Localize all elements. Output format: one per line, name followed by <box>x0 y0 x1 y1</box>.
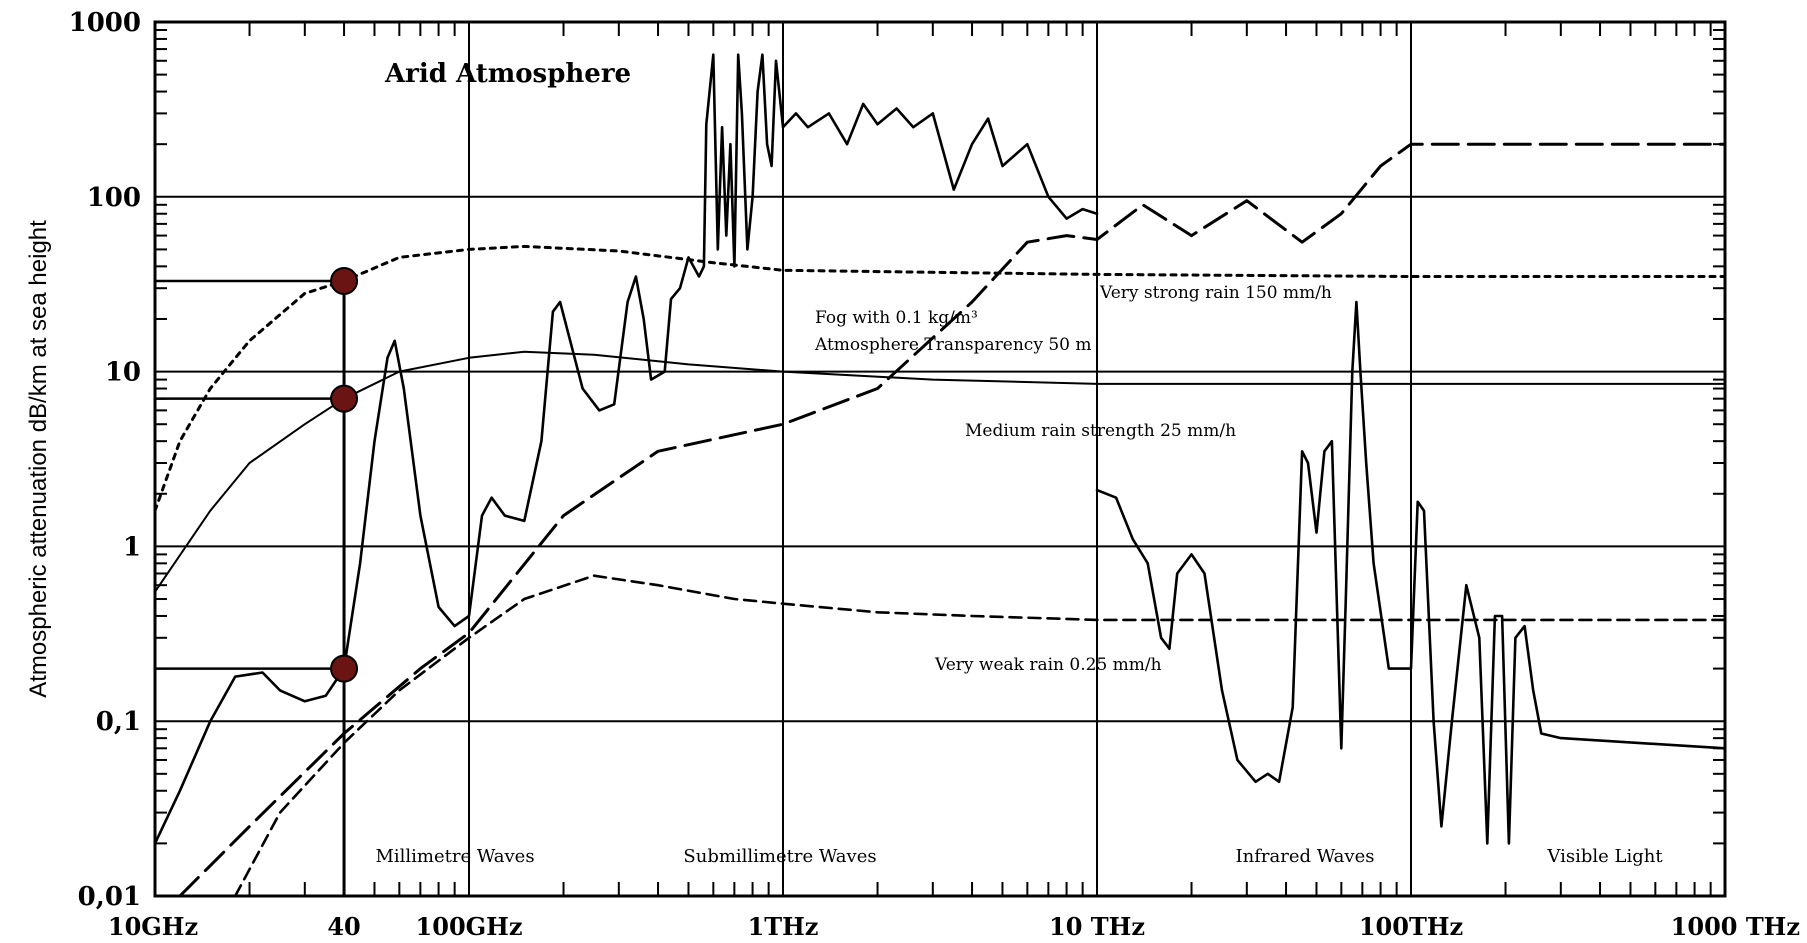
region-label: Visible Light <box>1546 846 1663 867</box>
annotation-label: Very weak rain 0.25 mm/h <box>934 655 1162 675</box>
region-label: Infrared Waves <box>1236 846 1375 867</box>
series-line <box>1095 300 1727 845</box>
y-tick-label: 100 <box>87 183 141 213</box>
series-line <box>178 142 1727 898</box>
x-tick-label: 40 <box>327 912 360 941</box>
series-line <box>153 53 1099 845</box>
annotation-label: Very strong rain 150 mm/h <box>1099 283 1332 303</box>
annotation-label: Medium rain strength 25 mm/h <box>965 421 1236 441</box>
annotation-label: Atmosphere Transparency 50 m <box>814 335 1091 355</box>
x-tick-label: 100GHz <box>416 912 523 941</box>
series-line <box>233 574 1727 898</box>
annotation-label: Fog with 0.1 kg/m³ <box>815 308 978 328</box>
y-tick-label: 1000 <box>69 8 141 38</box>
x-tick-label: 10GHz <box>108 912 198 941</box>
x-tick-label: 1THz <box>748 912 819 941</box>
marker-point <box>330 654 359 683</box>
x-tick-label: 1000 THz <box>1671 912 1800 941</box>
plot-frame <box>153 20 1727 898</box>
y-axis-label: Atmospheric attenuation dB/km at sea hei… <box>25 220 52 698</box>
chart-title: Arid Atmosphere <box>384 59 631 89</box>
region-label: Submillimetre Waves <box>683 846 876 867</box>
marker-point <box>330 266 359 295</box>
series-line <box>154 350 1726 593</box>
x-tick-label: 10 THz <box>1049 912 1145 941</box>
marker-point <box>330 384 359 413</box>
y-tick-label: 10 <box>105 358 141 388</box>
x-tick-label: 100THz <box>1359 912 1463 941</box>
series-line <box>153 244 1727 513</box>
region-label: Millimetre Waves <box>375 846 534 867</box>
y-tick-label: 0,01 <box>78 882 141 912</box>
y-tick-label: 0,1 <box>96 707 141 737</box>
y-tick-label: 1 <box>123 532 141 562</box>
